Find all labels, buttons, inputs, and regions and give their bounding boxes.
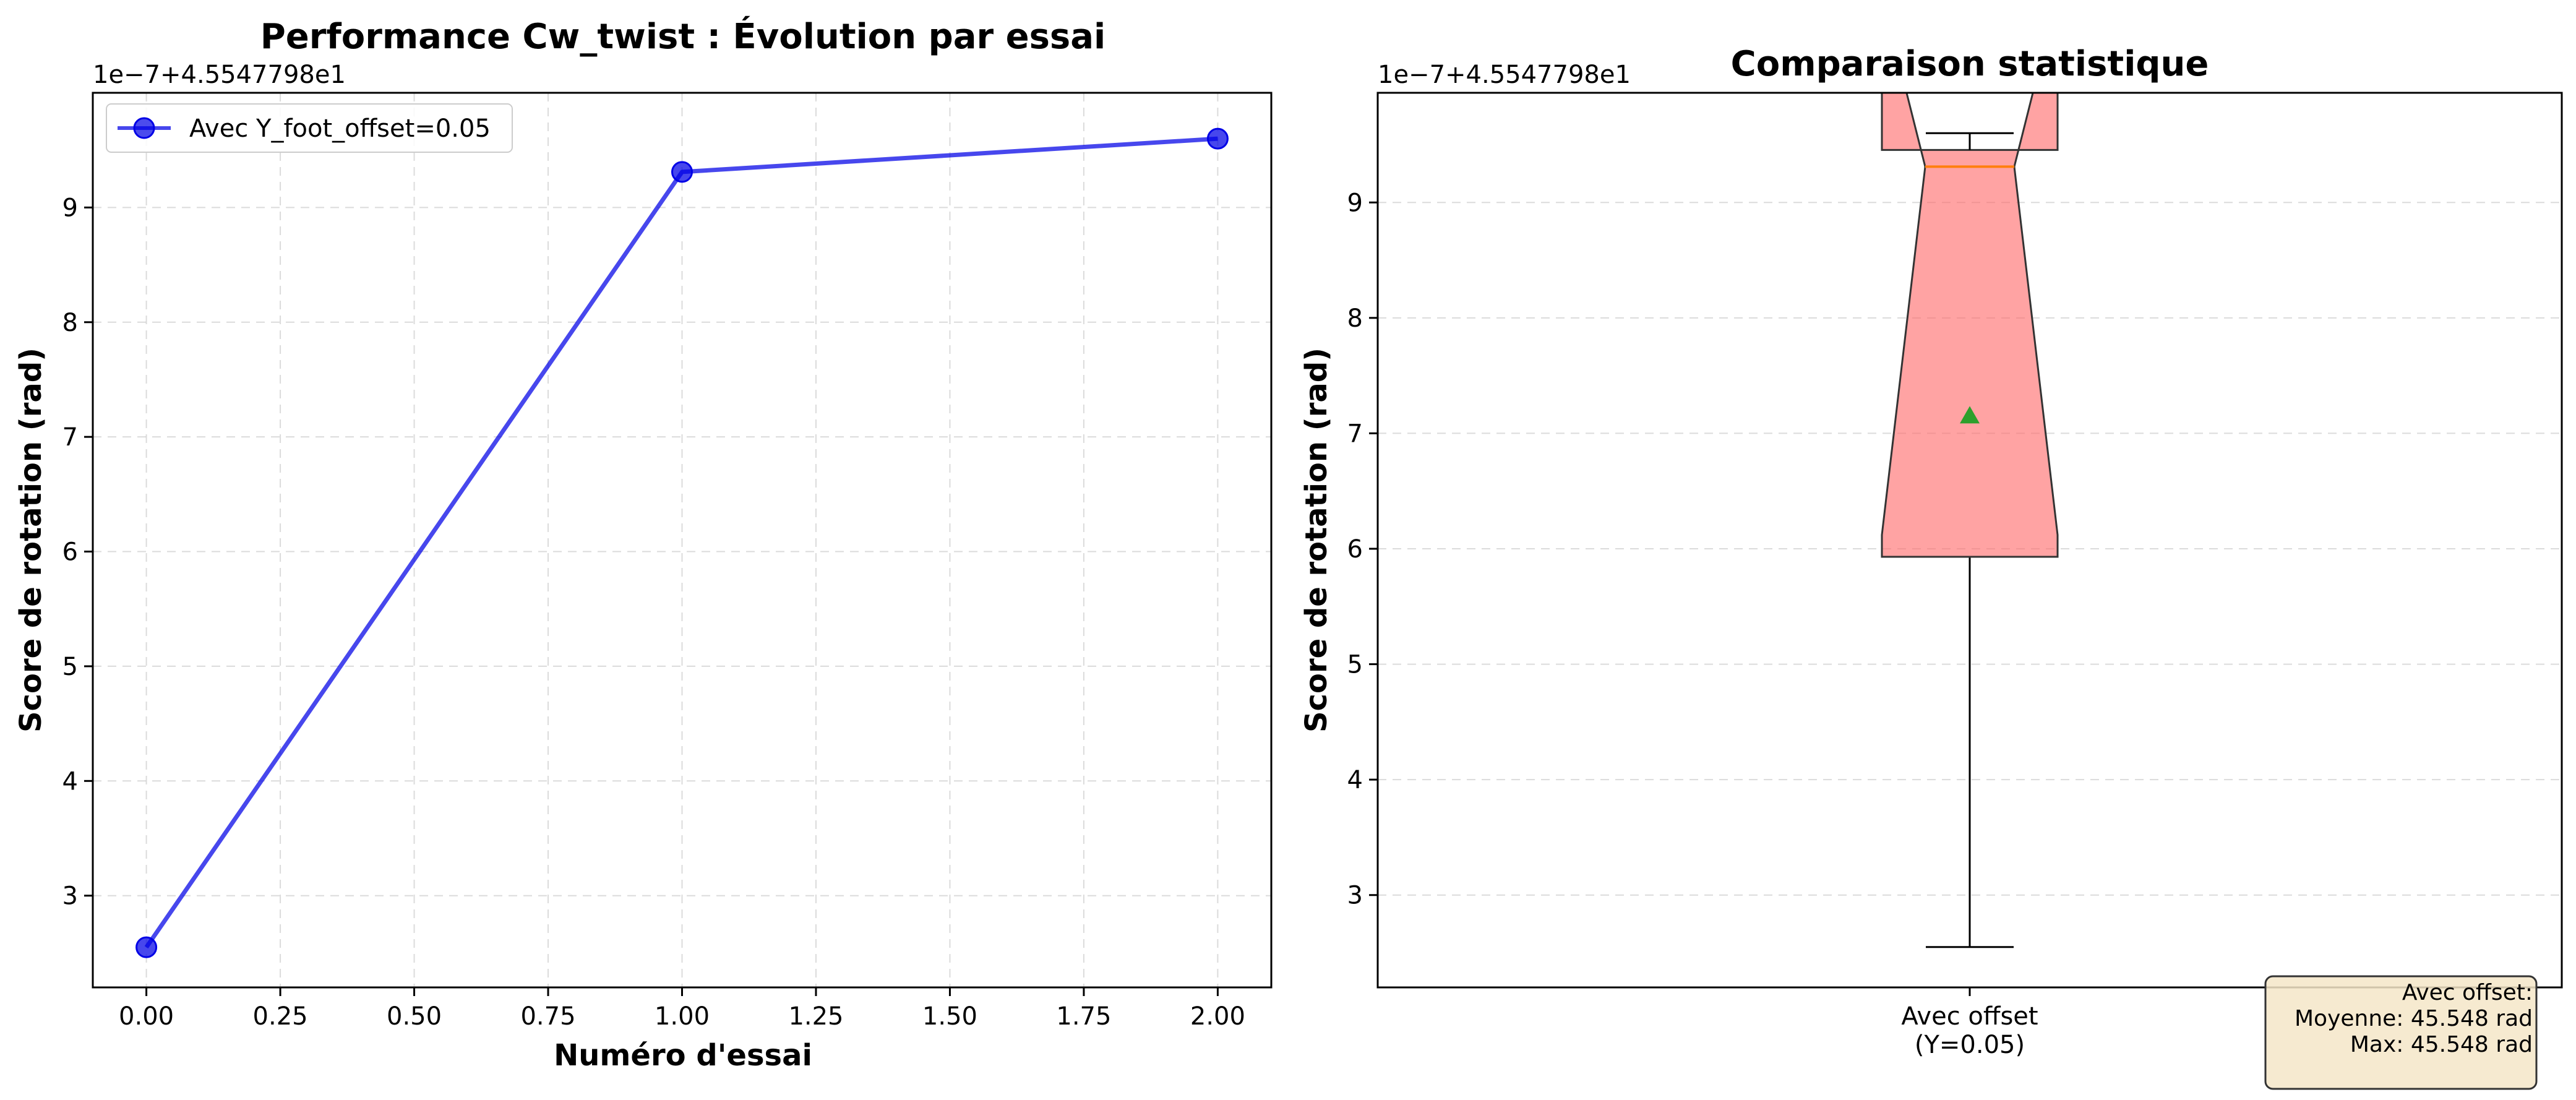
box-body xyxy=(1881,93,2059,558)
line-chart-series xyxy=(135,127,1229,958)
line-chart-x-axis-label: Numéro d'essai xyxy=(554,1038,812,1073)
line-chart-x-tick-label: 0.50 xyxy=(387,1002,442,1031)
line-chart-x-tick-label: 1.25 xyxy=(788,1002,843,1031)
line-chart-x-tick-label: 0.00 xyxy=(119,1002,174,1031)
line-chart-title: Performance Cw_twist : Évolution par ess… xyxy=(260,16,1106,57)
line-chart-x-tick-label: 0.25 xyxy=(253,1002,308,1031)
line-chart-y-tick-label: 3 xyxy=(62,882,78,911)
line-chart-y-tick-label: 8 xyxy=(62,309,78,337)
line-chart: Performance Cw_twist : Évolution par ess… xyxy=(14,16,1273,1073)
box-chart-category-label: (Y=0.05) xyxy=(1915,1031,2025,1059)
series-point xyxy=(1206,127,1229,150)
line-chart-y-offset-label: 1e−7+4.5547798e1 xyxy=(93,61,346,89)
box-chart-plot-frame xyxy=(1376,92,2563,989)
line-chart-grid xyxy=(93,93,1271,987)
line-chart-x-tick-label: 1.00 xyxy=(655,1002,710,1031)
line-chart-y-tick-label: 9 xyxy=(62,194,78,222)
box-chart-y-axis-label: Score de rotation (rad) xyxy=(1299,348,1334,733)
box-chart-y-offset-label: 1e−7+4.5547798e1 xyxy=(1378,61,1631,89)
stats-box-frame xyxy=(2264,975,2538,1090)
line-chart-y-tick-label: 5 xyxy=(62,653,78,681)
line-chart-x-tick-label: 2.00 xyxy=(1190,1002,1245,1031)
line-chart-x-tick-label: 1.75 xyxy=(1056,1002,1111,1031)
box-chart-y-tick-label: 9 xyxy=(1347,189,1363,217)
line-chart-x-ticks: 0.00 0.25 0.50 0.75 1.00 1.25 1.50 1.75 2.00 xyxy=(119,987,1245,1031)
stats-box-line: Avec offset: xyxy=(2402,980,2533,1005)
box-chart-y-tick-label: 7 xyxy=(1347,419,1363,448)
box-chart-y-tick-label: 4 xyxy=(1347,766,1363,794)
line-chart-x-tick-label: 0.75 xyxy=(520,1002,575,1031)
legend-entry: Avec Y_foot_offset=0.05 xyxy=(189,114,491,143)
line-chart-y-tick-label: 6 xyxy=(62,538,78,567)
line-chart-y-tick-label: 7 xyxy=(62,423,78,452)
line-chart-legend: Avec Y_foot_offset=0.05 xyxy=(106,103,513,153)
series-point xyxy=(671,161,693,183)
legend-marker-swatch xyxy=(133,117,155,139)
box-chart-boxes xyxy=(1881,93,2059,948)
line-chart-y-ticks: 3 4 5 6 7 8 9 xyxy=(62,194,93,911)
stats-box-line: Moyenne: 45.548 rad xyxy=(2295,1006,2533,1031)
box-chart-grid xyxy=(1378,202,2562,896)
box-chart-y-tick-label: 5 xyxy=(1347,651,1363,679)
box-chart-y-ticks: 3 4 5 6 7 8 9 xyxy=(1347,189,1378,910)
line-chart-y-axis-label: Score de rotation (rad) xyxy=(14,348,48,733)
stats-box-line: Max: 45.548 rad xyxy=(2350,1032,2533,1057)
series-point xyxy=(135,936,158,958)
box-chart-y-tick-label: 3 xyxy=(1347,882,1363,910)
legend-frame xyxy=(106,103,513,153)
box-chart-title: Comparaison statistique xyxy=(1731,44,2209,84)
line-chart-plot-frame xyxy=(92,92,1273,989)
box-chart-x-ticks: Avec offset(Y=0.05) xyxy=(1901,987,2038,1059)
box-chart-category-label: Avec offset xyxy=(1901,1002,2038,1031)
box-mean-marker xyxy=(1960,406,1980,424)
box-chart-y-tick-label: 6 xyxy=(1347,535,1363,564)
box-chart-y-tick-label: 8 xyxy=(1347,304,1363,333)
line-chart-x-tick-label: 1.50 xyxy=(922,1002,977,1031)
box-chart: Comparaison statistique 1e−7+4.5547798e1… xyxy=(1299,44,2563,1090)
line-chart-y-tick-label: 4 xyxy=(62,767,78,796)
